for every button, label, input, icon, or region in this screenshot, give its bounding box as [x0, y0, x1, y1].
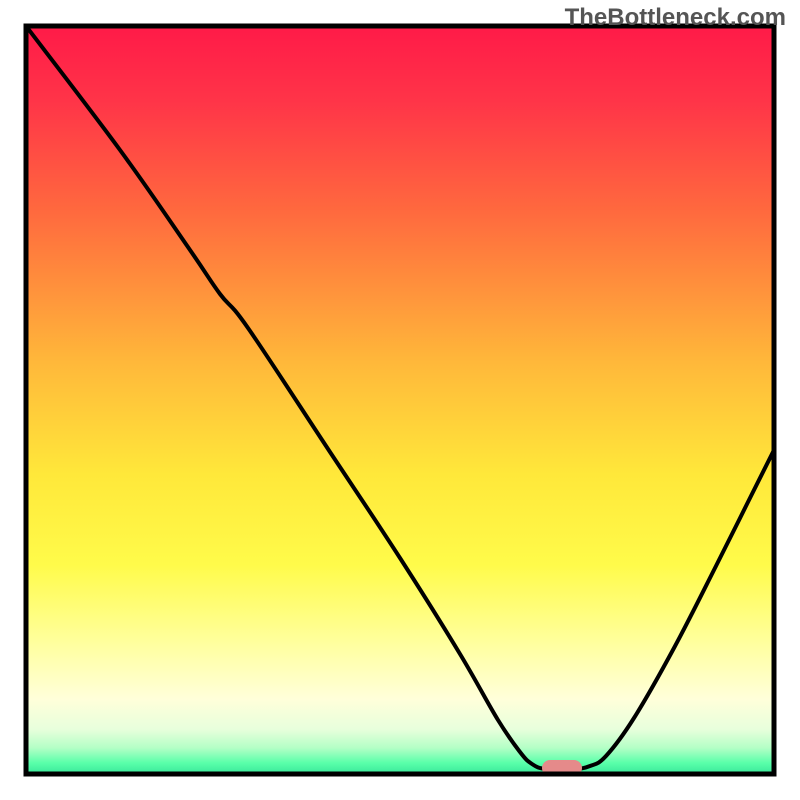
watermark-text: TheBottleneck.com	[565, 4, 786, 32]
plot-background	[26, 26, 774, 774]
bottleneck-chart: TheBottleneck.com	[0, 0, 800, 800]
chart-svg	[0, 0, 800, 800]
